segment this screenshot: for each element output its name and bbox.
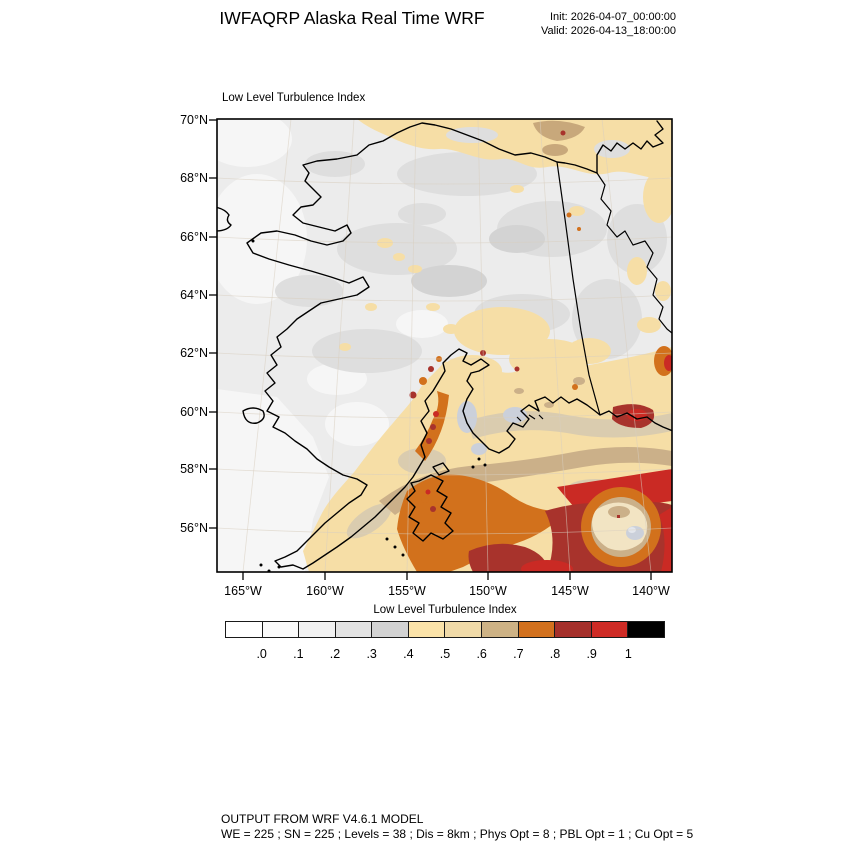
lat-tick-label: 66°N: [180, 230, 208, 244]
figure-title: IWFAQRP Alaska Real Time WRF: [219, 8, 485, 28]
lon-tick-label: 145°W: [551, 584, 589, 598]
run-times: Init: 2026-04-07_00:00:00 Valid: 2026-04…: [541, 11, 676, 38]
map-field-label: Low Level Turbulence Index: [222, 92, 366, 104]
colorbar: [225, 621, 665, 638]
lon-tick-label: 140°W: [632, 584, 670, 598]
colorbar-cell: [335, 622, 373, 637]
colorbar-tick-label: .8: [549, 647, 561, 661]
lat-axis: 70°N 68°N 66°N 64°N 62°N 60°N 58°N 56°N: [148, 0, 208, 600]
lat-tick-label: 70°N: [180, 113, 208, 127]
lon-axis: 165°W 160°W 155°W 150°W 145°W 140°W: [0, 584, 850, 600]
init-time: Init: 2026-04-07_00:00:00: [550, 11, 676, 23]
lat-tick-label: 58°N: [180, 462, 208, 476]
colorbar-tick-label: .6: [476, 647, 487, 661]
colorbar-cell: [408, 622, 446, 637]
colorbar-tick-label: .7: [513, 647, 524, 661]
lat-tick-label: 62°N: [180, 346, 208, 360]
colorbar-tick-label: .9: [586, 647, 597, 661]
canada-border: [556, 161, 601, 416]
colorbar-ticks: .0 .1 .2 .3 .4 .5 .6 .7 .8 .9 1: [225, 647, 665, 663]
colorbar-tick-label: .4: [403, 647, 414, 661]
lat-tick-label: 60°N: [180, 405, 208, 419]
lat-tick-label: 68°N: [180, 171, 208, 185]
colorbar-cell: [226, 622, 263, 637]
colorbar-cell: [372, 622, 409, 637]
map-plot: [209, 118, 673, 580]
colorbar-cell: [628, 622, 664, 637]
map-fill-field: [217, 119, 672, 572]
colorbar-tick-label: .5: [439, 647, 451, 661]
footer-line1: OUTPUT FROM WRF V4.6.1 MODEL: [221, 812, 424, 826]
colorbar-tick-label: .3: [366, 647, 377, 661]
colorbar-cell: [262, 622, 300, 637]
footer-line2: WE = 225 ; SN = 225 ; Levels = 38 ; Dis …: [221, 826, 694, 841]
axis-tick-marks: [209, 119, 652, 580]
colorbar-tick-label: .1: [293, 647, 304, 661]
colorbar-cell: [555, 622, 592, 637]
colorbar-cell: [518, 622, 556, 637]
lon-tick-label: 165°W: [224, 584, 262, 598]
colorbar-title: Low Level Turbulence Index: [373, 604, 517, 616]
map-frame: [216, 118, 673, 573]
coastlines: [217, 120, 672, 572]
lat-tick-label: 64°N: [180, 288, 208, 302]
colorbar-tick-label: 1: [624, 647, 632, 661]
lon-tick-label: 150°W: [469, 584, 507, 598]
lat-tick-label: 56°N: [180, 521, 208, 535]
valid-time: Valid: 2026-04-13_18:00:00: [541, 24, 676, 37]
colorbar-cell: [482, 622, 519, 637]
footer: OUTPUT FROM WRF V4.6.1 MODEL WE = 225 ; …: [221, 812, 693, 841]
graticule: [217, 119, 672, 572]
colorbar-cell: [591, 622, 629, 637]
colorbar-cell: [445, 622, 483, 637]
lon-tick-label: 160°W: [306, 584, 344, 598]
colorbar-cell: [299, 622, 336, 637]
colorbar-tick-label: .2: [329, 647, 341, 661]
lon-tick-label: 155°W: [388, 584, 426, 598]
colorbar-tick-label: .0: [256, 647, 267, 661]
